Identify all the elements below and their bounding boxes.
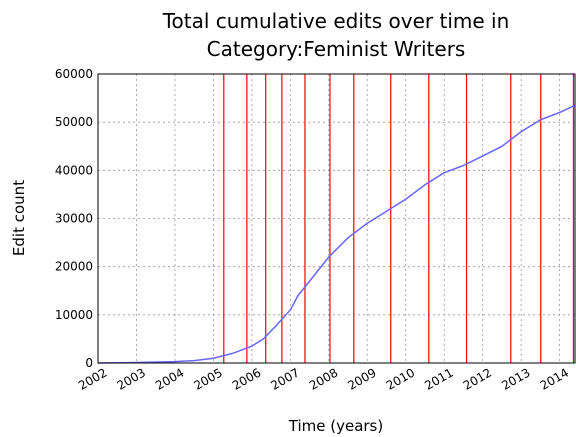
x-tick-label: 2013 — [499, 365, 532, 392]
x-tick-label: 2007 — [268, 365, 301, 392]
y-tick-label: 50000 — [55, 115, 93, 129]
x-tick-label: 2005 — [191, 365, 224, 392]
y-tick-label: 60000 — [55, 67, 93, 81]
y-tick-label: 0 — [85, 356, 93, 370]
x-tick-label: 2012 — [461, 365, 494, 392]
x-tick-label: 2011 — [422, 365, 455, 392]
data-line — [97, 104, 576, 364]
plot-frame — [97, 73, 576, 364]
x-tick-label: 2014 — [538, 365, 571, 392]
x-tick-label: 2009 — [345, 365, 378, 392]
x-tick-label: 2010 — [384, 365, 417, 392]
x-axis-label: Time (years) — [288, 417, 383, 435]
y-tick-label: 30000 — [55, 212, 93, 226]
x-tick-label: 2004 — [153, 365, 186, 392]
y-axis-label: Edit count — [10, 180, 28, 256]
chart-title: Category:Feminist Writers — [207, 37, 466, 61]
x-tick-label: 2008 — [307, 365, 340, 392]
y-tick-label: 40000 — [55, 163, 93, 177]
chart-title: Total cumulative edits over time in — [162, 9, 510, 33]
y-tick-label: 10000 — [55, 308, 93, 322]
x-tick-label: 2003 — [115, 365, 148, 392]
y-tick-label: 20000 — [55, 260, 93, 274]
x-tick-label: 2006 — [230, 365, 263, 392]
